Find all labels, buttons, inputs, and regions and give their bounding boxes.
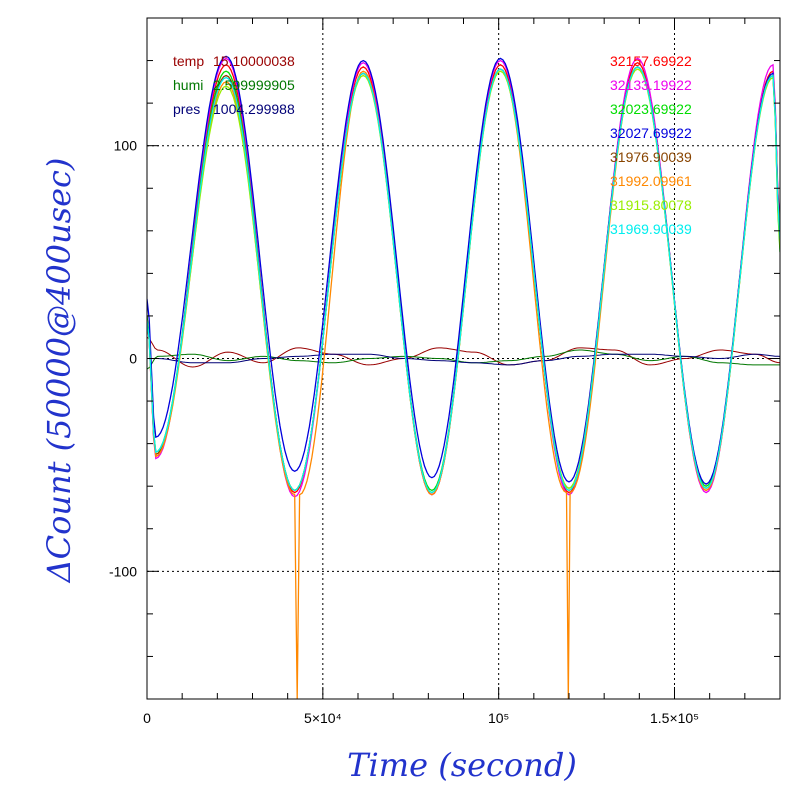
y-tick-label: 100 <box>114 138 138 154</box>
x-tick-label: 0 <box>143 710 151 726</box>
env-legend-value: 1004.299988 <box>213 101 295 117</box>
series-legend-entry: 31976.90039 <box>610 149 692 165</box>
env-legend-label: humi <box>173 77 203 93</box>
y-tick-label: 0 <box>129 351 137 367</box>
series-legend-entry: 32023.69922 <box>610 101 692 117</box>
env-series-line-temp <box>147 336 780 368</box>
series-legend-entry: 32157.69922 <box>610 53 692 69</box>
y-tick-label: -100 <box>109 563 137 579</box>
plot-series <box>147 55 780 699</box>
x-axis-title: Time (second) <box>347 746 577 784</box>
x-tick-label: 10⁵ <box>488 710 509 726</box>
env-series-line-pres <box>147 353 780 366</box>
env-legend-label: pres <box>173 101 200 117</box>
env-legend-value: 2.599999905 <box>213 77 295 93</box>
env-legend-value: 15.10000038 <box>213 53 295 69</box>
legend: temp 15.10000038 humi 2.599999905 pres 1004.2… <box>173 53 692 237</box>
env-legend-label: temp <box>173 53 204 69</box>
series-legend-entry: 31992.09961 <box>610 173 692 189</box>
env-series-line-humi <box>147 349 780 370</box>
series-legend-entry: 31969.90039 <box>610 221 692 237</box>
series-legend-entry: 32133.19922 <box>610 77 692 93</box>
axis-tick-labels: 0 5×10⁴ 10⁵ 1.5×10⁵ 100 0 -100 <box>109 138 699 726</box>
y-axis-title: ΔCount (50000@400usec) <box>40 158 78 585</box>
x-tick-label: 5×10⁴ <box>304 710 342 726</box>
series-legend-entry: 31915.80078 <box>610 197 692 213</box>
x-tick-label: 1.5×10⁵ <box>650 710 699 726</box>
series-line-8 <box>147 66 780 494</box>
grid-lines <box>147 18 780 699</box>
series-legend-entry: 32027.69922 <box>610 125 692 141</box>
axis-ticks <box>146 17 781 700</box>
